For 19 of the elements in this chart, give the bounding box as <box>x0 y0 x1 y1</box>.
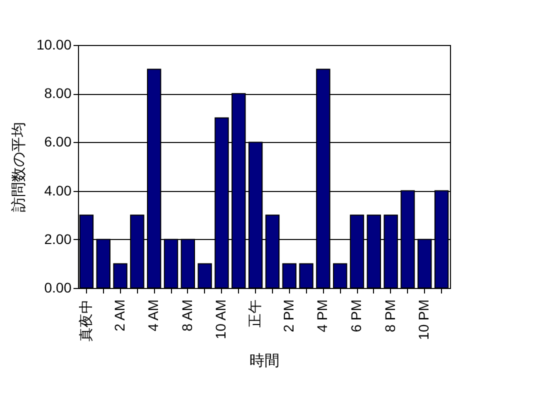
x-tick-label: 6 PM <box>348 300 364 332</box>
x-tick-label: 10 AM <box>212 300 229 340</box>
x-tick-label: 正午 <box>246 300 263 328</box>
x-axis-title: 時間 <box>250 352 280 370</box>
x-tick-label: 8 AM <box>178 300 195 332</box>
y-tick-label: 6.00 <box>44 134 72 150</box>
y-tick-label: 2.00 <box>44 230 72 247</box>
x-tick-label: 10 PM <box>416 300 432 340</box>
x-tick-label: 4 AM <box>145 300 162 332</box>
x-tick-label: 4 PM <box>314 300 330 332</box>
y-tick-label: 10.00 <box>36 36 72 52</box>
x-tick-label: 真夜中 <box>77 300 94 342</box>
y-tick-label: 0.00 <box>44 280 72 296</box>
y-axis-title: 訪問数の平均 <box>10 122 28 212</box>
y-tick-label: 8.00 <box>44 85 72 102</box>
x-tick-label: 2 AM <box>111 300 128 332</box>
y-tick-label: 4.00 <box>44 182 72 198</box>
x-tick-label: 8 PM <box>382 300 398 332</box>
x-tick-label: 2 PM <box>280 300 296 332</box>
